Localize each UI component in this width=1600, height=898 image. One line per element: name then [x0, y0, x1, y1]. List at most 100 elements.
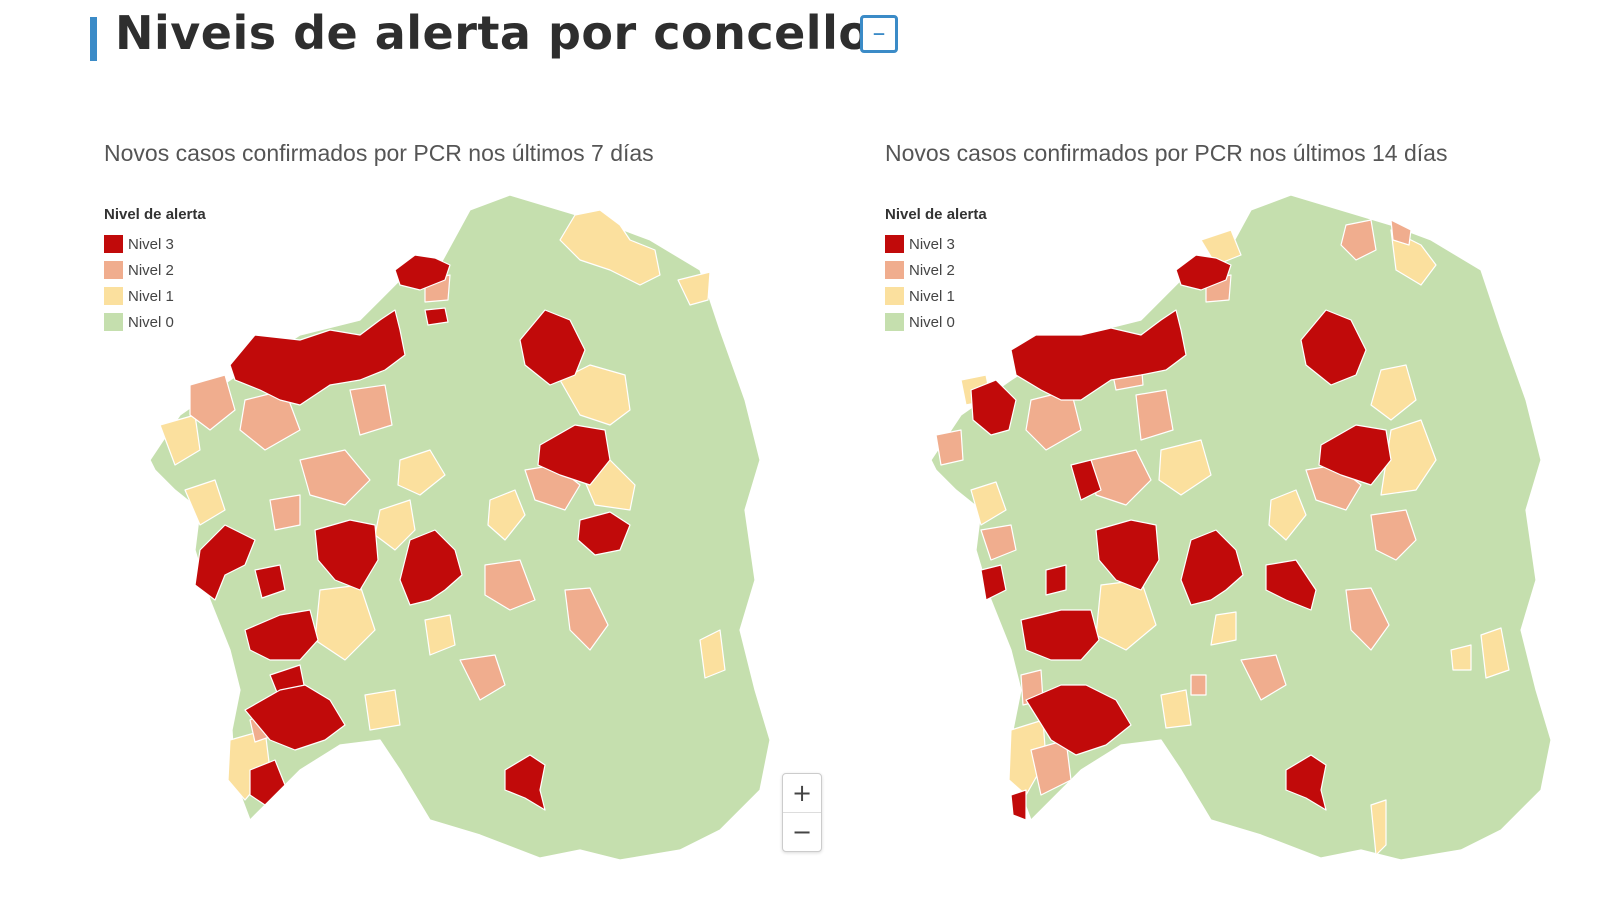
- region-nivel3: [577, 511, 631, 556]
- page-title: Niveis de alerta por concello: [115, 6, 871, 60]
- region-nivel3: [244, 609, 319, 661]
- region-nivel2: [1340, 219, 1377, 261]
- region-nivel3: [194, 524, 256, 601]
- region-nivel1: [699, 629, 726, 679]
- region-nivel1: [1210, 611, 1237, 646]
- region-nivel1: [677, 271, 711, 306]
- region-nivel3: [1045, 564, 1067, 596]
- region-nivel1: [424, 614, 456, 656]
- region-nivel3: [1025, 684, 1132, 756]
- region-nivel1: [970, 481, 1007, 526]
- region-nivel1: [1370, 364, 1417, 421]
- zoom-out-button[interactable]: −: [783, 812, 821, 851]
- map-title-14-days: Novos casos confirmados por PCR nos últi…: [885, 140, 1448, 166]
- region-nivel2: [459, 654, 506, 701]
- region-nivel2: [1370, 509, 1417, 561]
- region-nivel1: [1450, 644, 1472, 671]
- region-nivel1: [1480, 627, 1510, 679]
- region-nivel3: [314, 519, 379, 591]
- region-nivel2: [1390, 219, 1412, 246]
- legend-swatch: [104, 261, 123, 279]
- legend: Nivel de alerta Nivel 3 Nivel 2 Nivel 1 …: [104, 206, 206, 335]
- region-nivel2: [1135, 389, 1174, 441]
- region-nivel2: [935, 429, 964, 466]
- choropleth-map-7-days[interactable]: [0, 130, 790, 898]
- zoom-controls: + −: [782, 773, 822, 852]
- region-nivel2: [564, 587, 609, 651]
- region-nivel2: [1190, 674, 1207, 696]
- map-title-7-days: Novos casos confirmados por PCR nos últi…: [104, 140, 654, 166]
- region-nivel1: [184, 479, 226, 526]
- region-nivel2: [299, 449, 371, 506]
- region-nivel3: [249, 759, 286, 806]
- region-nivel1: [559, 364, 631, 426]
- region-nivel3: [1010, 309, 1187, 401]
- legend-item-nivel1[interactable]: Nivel 1: [885, 283, 987, 309]
- region-nivel2: [189, 374, 236, 431]
- region-nivel2: [1345, 587, 1390, 651]
- region-nivel3: [1010, 789, 1027, 821]
- legend-swatch: [885, 287, 904, 305]
- region-nivel3: [1175, 254, 1232, 291]
- legend-swatch: [104, 287, 123, 305]
- region-nivel1: [559, 209, 661, 286]
- legend-item-nivel0[interactable]: Nivel 0: [885, 309, 987, 335]
- region-nivel3: [980, 564, 1007, 601]
- region-nivel2: [349, 384, 393, 436]
- region-nivel3: [504, 754, 546, 811]
- region-nivel3: [1180, 529, 1244, 606]
- region-nivel2: [484, 559, 536, 611]
- legend-item-nivel0[interactable]: Nivel 0: [104, 309, 206, 335]
- region-nivel1: [1390, 229, 1437, 286]
- legend-item-nivel3[interactable]: Nivel 3: [104, 231, 206, 257]
- region-nivel3: [1318, 424, 1392, 486]
- region-nivel1: [1370, 799, 1387, 856]
- region-nivel3: [1285, 754, 1327, 811]
- legend-swatch: [104, 235, 123, 253]
- region-nivel1: [1160, 689, 1192, 729]
- region-nivel1: [1008, 719, 1047, 796]
- region-nivel3: [399, 529, 463, 606]
- region-nivel1: [364, 689, 401, 731]
- region-nivel2: [269, 494, 301, 531]
- region-nivel3: [229, 309, 406, 406]
- legend-swatch: [885, 235, 904, 253]
- choropleth-map-14-days[interactable]: [781, 130, 1571, 898]
- region-nivel1: [1268, 489, 1307, 541]
- region-nivel1: [159, 414, 201, 466]
- region-nivel3: [1095, 519, 1160, 591]
- region-nivel1: [1158, 439, 1212, 496]
- region-nivel1: [397, 449, 446, 496]
- region-nivel3: [1300, 309, 1367, 386]
- zoom-in-button[interactable]: +: [791, 779, 813, 807]
- legend-swatch: [885, 313, 904, 331]
- region-nivel3: [1265, 559, 1317, 611]
- legend-title: Nivel de alerta: [104, 206, 206, 223]
- legend-item-nivel3[interactable]: Nivel 3: [885, 231, 987, 257]
- legend-swatch: [885, 261, 904, 279]
- region-nivel1: [487, 489, 526, 541]
- map-panel-7-days: Novos casos confirmados por PCR nos últi…: [0, 130, 822, 898]
- region-nivel3: [1020, 609, 1100, 661]
- map-panel-14-days: Novos casos confirmados por PCR nos últi…: [781, 130, 1571, 898]
- region-nivel1: [1380, 419, 1437, 496]
- region-nivel2: [980, 524, 1017, 561]
- region-nivel3: [244, 684, 346, 751]
- region-nivel3: [970, 379, 1017, 436]
- legend: Nivel de alerta Nivel 3 Nivel 2 Nivel 1 …: [885, 206, 987, 335]
- legend-swatch: [104, 313, 123, 331]
- legend-title: Nivel de alerta: [885, 206, 987, 223]
- region-nivel2: [1030, 739, 1072, 796]
- title-accent-bar: [90, 17, 97, 61]
- region-nivel3: [1070, 459, 1102, 501]
- legend-item-nivel2[interactable]: Nivel 2: [885, 257, 987, 283]
- legend-item-nivel2[interactable]: Nivel 2: [104, 257, 206, 283]
- region-nivel3: [254, 564, 286, 599]
- region-nivel3: [537, 424, 611, 486]
- region-nivel2: [1240, 654, 1287, 701]
- collapse-button[interactable]: –: [860, 15, 898, 53]
- region-nivel3: [519, 309, 586, 386]
- legend-item-nivel1[interactable]: Nivel 1: [104, 283, 206, 309]
- region-nivel3: [394, 254, 451, 291]
- region-nivel3: [424, 307, 449, 326]
